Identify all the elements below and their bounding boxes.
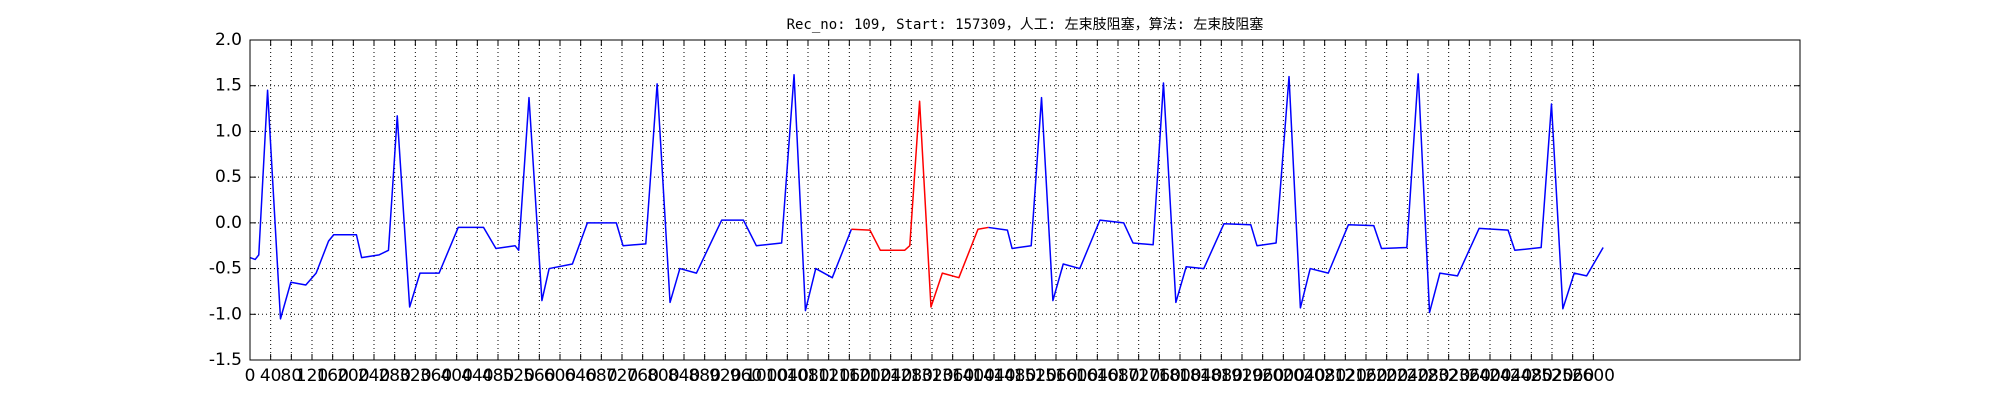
x-tick-label: 2280 — [1406, 366, 1449, 386]
x-tick-label: 1480 — [993, 366, 1036, 386]
x-tick-label: 2000 — [1262, 366, 1305, 386]
y-tick-label: -0.5 — [209, 259, 242, 279]
plot-frame — [249, 39, 1801, 361]
x-tick-label: 640 — [564, 366, 596, 386]
x-tick-label: 240 — [358, 366, 390, 386]
x-tick-label: 2560 — [1551, 366, 1594, 386]
x-tick-label: 600 — [544, 366, 576, 386]
x-tick-label: 1600 — [1055, 366, 1098, 386]
ecg-line — [851, 100, 989, 308]
x-tick-label: 840 — [668, 366, 700, 386]
x-tick-label: 2160 — [1344, 366, 1387, 386]
x-tick-label: 2240 — [1386, 366, 1429, 386]
x-tick-label: 1680 — [1096, 366, 1139, 386]
x-tick-label: 80 — [281, 366, 303, 386]
ecg-line — [249, 73, 1604, 320]
y-tick-label: 1.5 — [215, 76, 242, 96]
y-tick-label: 0.0 — [215, 213, 242, 233]
x-tick-label: 2200 — [1365, 366, 1408, 386]
x-tick-label: 520 — [502, 366, 534, 386]
x-tick-label: 1360 — [931, 366, 974, 386]
x-tick-label: 1840 — [1179, 366, 1222, 386]
x-tick-label: 1400 — [952, 366, 995, 386]
x-tick-label: 1640 — [1076, 366, 1119, 386]
x-tick-label: 1760 — [1138, 366, 1181, 386]
x-tick-label: 920 — [709, 366, 741, 386]
x-tick-label: 2600 — [1572, 366, 1615, 386]
x-tick-label: 120 — [296, 366, 328, 386]
x-tick-label: 2120 — [1324, 366, 1367, 386]
x-tick-label: 0 — [245, 366, 256, 386]
x-tick-label: 400 — [440, 366, 472, 386]
x-tick-label: 1320 — [910, 366, 953, 386]
x-tick-label: 2520 — [1530, 366, 1573, 386]
x-tick-label: 960 — [730, 366, 762, 386]
x-tick-label: 1440 — [972, 366, 1015, 386]
x-tick-label: 2320 — [1427, 366, 1470, 386]
y-tick-label: 2.0 — [215, 30, 242, 50]
x-tick-label: 2480 — [1510, 366, 1553, 386]
x-tick-label: 1720 — [1117, 366, 1160, 386]
x-tick-label: 1200 — [848, 366, 891, 386]
x-tick-label: 40 — [260, 366, 282, 386]
x-tick-label: 480 — [482, 366, 514, 386]
x-tick-label: 2360 — [1448, 366, 1491, 386]
y-tick-label: -1.5 — [209, 350, 242, 370]
x-tick-label: 760 — [626, 366, 658, 386]
y-tick-label: 1.0 — [215, 121, 242, 141]
x-tick-label: 1800 — [1158, 366, 1201, 386]
x-tick-label: 1560 — [1034, 366, 1077, 386]
x-tick-label: 1920 — [1220, 366, 1263, 386]
x-tick-label: 2080 — [1303, 366, 1346, 386]
x-tick-label: 1960 — [1241, 366, 1284, 386]
x-tick-label: 560 — [523, 366, 555, 386]
x-tick-label: 1120 — [807, 366, 850, 386]
x-tick-label: 1160 — [828, 366, 871, 386]
x-tick-label: 2400 — [1468, 366, 1511, 386]
x-tick-label: 200 — [337, 366, 369, 386]
x-tick-label: 880 — [688, 366, 720, 386]
x-tick-label: 1080 — [786, 366, 829, 386]
x-tick-label: 1040 — [766, 366, 809, 386]
y-tick-label: -1.0 — [209, 304, 242, 324]
x-tick-label: 1240 — [869, 366, 912, 386]
x-tick-label: 360 — [420, 366, 452, 386]
x-tick-label: 800 — [647, 366, 679, 386]
x-tick-label: 440 — [461, 366, 493, 386]
chart-title: Rec_no: 109, Start: 157309，人工: 左束肢阻塞，算法:… — [787, 16, 1264, 33]
x-tick-label: 1520 — [1014, 366, 1057, 386]
x-tick-label: 280 — [378, 366, 410, 386]
x-tick-label: 2440 — [1489, 366, 1532, 386]
x-tick-label: 1000 — [745, 366, 788, 386]
x-tick-label: 2040 — [1282, 366, 1325, 386]
y-tick-label: 0.5 — [215, 167, 242, 187]
x-tick-label: 160 — [316, 366, 348, 386]
x-tick-label: 320 — [399, 366, 431, 386]
x-tick-label: 680 — [585, 366, 617, 386]
x-tick-label: 1880 — [1200, 366, 1243, 386]
x-tick-label: 720 — [606, 366, 638, 386]
x-tick-label: 1280 — [890, 366, 933, 386]
